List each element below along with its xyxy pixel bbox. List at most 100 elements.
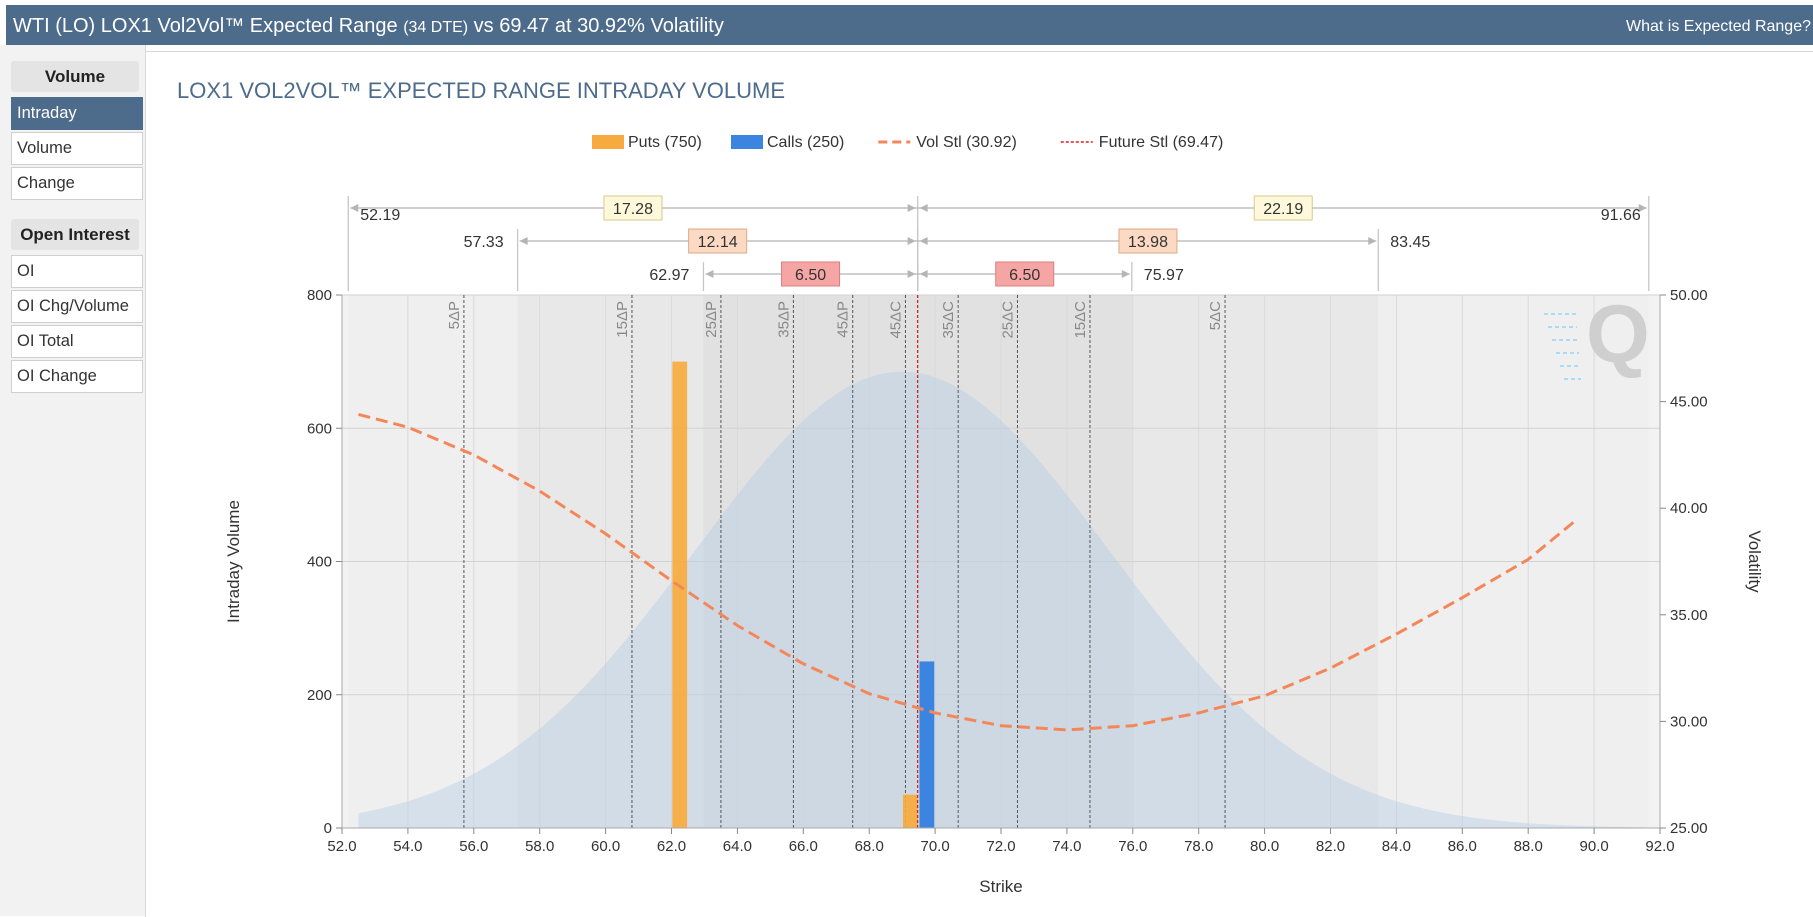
range-high-label: 91.66 [1601, 207, 1641, 224]
sidebar-item-oi-change[interactable]: OI Change [11, 360, 143, 393]
legend-swatch [731, 135, 763, 149]
x-tick-label: 56.0 [459, 838, 488, 855]
x-tick-label: 76.0 [1118, 838, 1147, 855]
y-tick-label: 0 [324, 820, 332, 837]
range-right-width: 13.98 [1128, 234, 1168, 251]
range-arrow [350, 204, 359, 212]
legend-label: Vol Stl (30.92) [916, 134, 1017, 151]
range-arrow [1368, 237, 1377, 245]
what-is-expected-range-link[interactable]: What is Expected Range? [1626, 18, 1811, 35]
delta-label: 5ΔP [446, 301, 463, 329]
range-left-width-box [603, 195, 663, 221]
range-arrow [519, 237, 528, 245]
range-right-width: 22.19 [1263, 201, 1303, 218]
sidebar-item-volume[interactable]: Volume [11, 132, 143, 165]
range-high-label: 75.97 [1144, 267, 1184, 284]
sidebar-item-oi-total[interactable]: OI Total [11, 325, 143, 358]
range-arrow [907, 237, 916, 245]
range-left-width-box [781, 261, 841, 287]
range-arrow [1638, 204, 1647, 212]
legend-label: Puts (750) [628, 134, 702, 151]
y-tick-label: 800 [307, 287, 332, 304]
x-tick-label: 54.0 [393, 838, 422, 855]
legend-label: Future Stl (69.47) [1099, 134, 1224, 151]
vol-settle-curve [358, 412, 1579, 732]
sidebar: Volume Intraday Volume Change Open Inter… [0, 45, 146, 916]
y2-tick-label: 40.00 [1670, 500, 1708, 517]
delta-label: 25ΔP [703, 301, 720, 338]
range-arrow [919, 270, 928, 278]
volume-group-header: Volume [11, 61, 139, 92]
x-tick-label: 74.0 [1052, 838, 1081, 855]
range-arrow [919, 237, 928, 245]
x-tick-label: 80.0 [1250, 838, 1279, 855]
x-tick-label: 86.0 [1448, 838, 1477, 855]
x-tick-label: 58.0 [525, 838, 554, 855]
y-tick-label: 200 [307, 687, 332, 704]
sidebar-item-oi[interactable]: OI [11, 255, 143, 288]
range-arrow [907, 270, 916, 278]
x-tick-label: 90.0 [1579, 838, 1608, 855]
put-volume-bar [672, 361, 688, 828]
range-right-width-box [995, 261, 1055, 287]
range-left-width: 6.50 [795, 267, 826, 284]
legend-swatch [592, 135, 624, 149]
y-tick-label: 400 [307, 554, 332, 571]
range-low-label: 52.19 [360, 207, 400, 224]
x-tick-label: 82.0 [1316, 838, 1345, 855]
expected-range-chart: LOX1 VOL2VOL™ EXPECTED RANGE INTRADAY VO… [177, 78, 1764, 896]
range-arrow [919, 204, 928, 212]
x-tick-label: 68.0 [855, 838, 884, 855]
legend-label: Calls (250) [767, 134, 844, 151]
sidebar-item-intraday[interactable]: Intraday [11, 97, 143, 130]
y2-tick-label: 45.00 [1670, 394, 1708, 411]
range-high-label: 83.45 [1390, 234, 1430, 251]
delta-label: 5ΔC [1207, 301, 1224, 330]
y2-tick-label: 35.00 [1670, 607, 1708, 624]
range-arrow [1121, 270, 1130, 278]
y2-axis-label: Volatility [1745, 530, 1764, 593]
chart-title: LOX1 VOL2VOL™ EXPECTED RANGE INTRADAY VO… [177, 78, 785, 103]
put-volume-bar [902, 794, 918, 828]
x-tick-label: 62.0 [657, 838, 686, 855]
y2-tick-label: 25.00 [1670, 820, 1708, 837]
range-left-width: 12.14 [698, 234, 738, 251]
range-left-width-box [688, 228, 748, 254]
x-axis-label: Strike [979, 877, 1022, 896]
x-tick-label: 52.0 [327, 838, 356, 855]
open-interest-group-header: Open Interest [11, 219, 139, 250]
chart-panel: LOX1 VOL2VOL™ EXPECTED RANGE INTRADAY VO… [145, 51, 1813, 917]
x-tick-label: 84.0 [1382, 838, 1411, 855]
title-bar: WTI (LO) LOX1 Vol2Vol™ Expected Range (3… [6, 5, 1813, 45]
x-tick-label: 60.0 [591, 838, 620, 855]
sidebar-item-change[interactable]: Change [11, 167, 143, 200]
range-arrow [705, 270, 714, 278]
range-right-width-box [1253, 195, 1313, 221]
y2-tick-label: 50.00 [1670, 287, 1708, 304]
y-tick-label: 600 [307, 420, 332, 437]
range-right-width: 6.50 [1009, 267, 1040, 284]
x-tick-label: 64.0 [723, 838, 752, 855]
page-title: WTI (LO) LOX1 Vol2Vol™ Expected Range (3… [13, 15, 724, 37]
delta-label: 45ΔC [887, 301, 904, 339]
x-tick-label: 66.0 [789, 838, 818, 855]
y-axis-label: Intraday Volume [224, 500, 243, 623]
delta-label: 35ΔC [940, 301, 957, 339]
x-tick-label: 78.0 [1184, 838, 1213, 855]
sidebar-item-oi-chg-volume[interactable]: OI Chg/Volume [11, 290, 143, 323]
call-volume-bar [919, 661, 935, 828]
y2-tick-label: 30.00 [1670, 713, 1708, 730]
delta-label: 25ΔC [999, 301, 1016, 339]
range-right-width-box [1118, 228, 1178, 254]
delta-label: 15ΔP [614, 301, 631, 338]
range-arrow [907, 204, 916, 212]
range-low-label: 57.33 [464, 234, 504, 251]
delta-label: 35ΔP [775, 301, 792, 338]
range-low-label: 62.97 [649, 267, 689, 284]
x-tick-label: 92.0 [1645, 838, 1674, 855]
x-tick-label: 70.0 [920, 838, 949, 855]
x-tick-label: 88.0 [1514, 838, 1543, 855]
range-left-width: 17.28 [613, 201, 653, 218]
delta-label: 45ΔP [835, 301, 852, 338]
x-tick-label: 72.0 [986, 838, 1015, 855]
